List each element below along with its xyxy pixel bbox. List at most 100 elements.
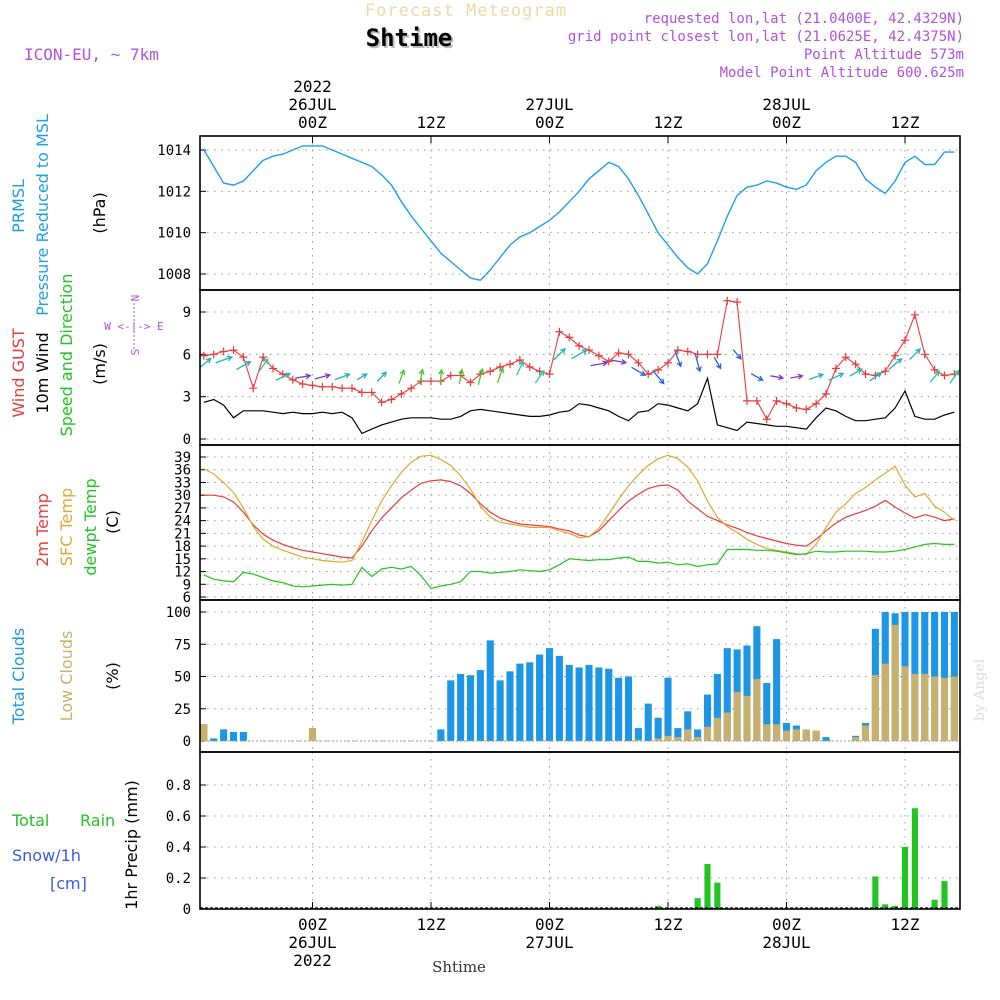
y-tick-label: 9 bbox=[183, 305, 191, 321]
total-cloud-bar bbox=[447, 680, 455, 741]
y-tick-label: 100 bbox=[166, 605, 191, 621]
gust-marker bbox=[752, 396, 761, 405]
total-cloud-bar bbox=[624, 676, 633, 741]
gust-marker bbox=[377, 398, 386, 407]
wind-arrow bbox=[571, 349, 588, 360]
low-cloud-bar bbox=[940, 677, 949, 741]
wind-arrow bbox=[949, 369, 960, 384]
wind-arrow bbox=[215, 355, 233, 364]
total-cloud-bar bbox=[644, 703, 652, 741]
gust-marker bbox=[200, 351, 208, 360]
wind-arrow bbox=[929, 370, 941, 383]
gust-marker bbox=[930, 365, 939, 374]
total-cloud-bar bbox=[822, 737, 830, 741]
low-cloud-bar bbox=[654, 738, 662, 741]
low-cloud-bar bbox=[684, 729, 692, 741]
gust-marker bbox=[565, 333, 574, 342]
gust-marker bbox=[881, 367, 890, 376]
precip-snow-label: Snow/1h bbox=[12, 846, 81, 865]
wind-arrow bbox=[750, 373, 764, 381]
gust-marker bbox=[940, 371, 949, 380]
total-cloud-bar bbox=[476, 670, 484, 741]
total-cloud-bar bbox=[773, 639, 781, 741]
low-cloud-bar bbox=[931, 676, 939, 741]
gust-marker bbox=[427, 377, 435, 386]
y-tick-label: 24 bbox=[174, 514, 191, 530]
total-cloud-bar bbox=[575, 667, 583, 741]
total-cloud-bar bbox=[654, 717, 662, 741]
wind-arrow bbox=[790, 373, 804, 380]
total-cloud-bar bbox=[703, 694, 712, 741]
total-cloud-bar bbox=[664, 677, 672, 741]
total-cloud-bar bbox=[565, 664, 573, 741]
y-tick-label: 0.4 bbox=[166, 840, 191, 856]
low-cloud-bar bbox=[901, 666, 909, 741]
time-label-bottom: 26JUL bbox=[288, 933, 336, 952]
wind-arrow bbox=[534, 369, 545, 384]
y-tick-label: 18 bbox=[174, 539, 191, 555]
location-title: Shtime bbox=[366, 24, 453, 52]
gust-marker bbox=[841, 353, 850, 362]
pressure-label-msl: Pressure Reduced to MSL bbox=[33, 114, 52, 316]
total-cloud-bar bbox=[615, 677, 623, 741]
pressure-label-prmsl: PRMSL bbox=[9, 179, 28, 233]
total-cloud-bar bbox=[437, 729, 445, 741]
gust-marker bbox=[812, 399, 821, 408]
y-tick-label: 0.8 bbox=[166, 778, 191, 794]
gust-marker bbox=[614, 348, 623, 357]
low-cloud-bar bbox=[723, 712, 731, 741]
low-clouds-label: Low Clouds bbox=[57, 631, 76, 722]
precip-rain-label: Rain bbox=[80, 811, 115, 830]
precip-bar bbox=[941, 881, 948, 909]
low-cloud-bar bbox=[792, 729, 800, 741]
precip-bar bbox=[872, 876, 879, 909]
low-cloud-bar bbox=[911, 673, 919, 741]
y-tick-label: 9 bbox=[183, 577, 191, 593]
y-tick-label: 0 bbox=[183, 902, 191, 918]
y-tick-label: 39 bbox=[174, 450, 191, 466]
total-clouds-label: Total Clouds bbox=[9, 628, 28, 726]
gust-marker bbox=[387, 395, 396, 404]
time-label-bottom: 27JUL bbox=[525, 933, 573, 952]
low-cloud-bar bbox=[703, 726, 712, 741]
gust-marker bbox=[367, 388, 376, 397]
total-cloud-bar bbox=[496, 680, 504, 741]
panel-frames bbox=[199, 135, 961, 910]
total-cloud-bar bbox=[674, 728, 682, 741]
pressure-line bbox=[203, 145, 955, 281]
low-cloud-bar bbox=[812, 730, 820, 741]
gust-marker bbox=[348, 384, 356, 393]
wind-arrow bbox=[236, 360, 252, 371]
gust-marker bbox=[920, 350, 929, 359]
total-cloud-bar bbox=[239, 731, 247, 741]
dewpt-line bbox=[203, 542, 955, 590]
gust-marker bbox=[357, 388, 366, 397]
gust-marker bbox=[486, 367, 495, 376]
grid-lines bbox=[200, 136, 960, 909]
y-tick-label: 0 bbox=[183, 734, 191, 750]
wind-unit-label: (m/s) bbox=[90, 343, 109, 385]
gust-marker bbox=[851, 360, 860, 369]
y-tick-label: 21 bbox=[174, 526, 191, 542]
time-label-top: 28JUL bbox=[762, 95, 810, 114]
gust-marker bbox=[604, 357, 613, 366]
total-cloud-bar bbox=[595, 667, 603, 741]
precip-bar bbox=[931, 899, 938, 909]
total-cloud-bar bbox=[210, 738, 218, 741]
y-tick-label: 1010 bbox=[157, 226, 191, 242]
point-altitude: Point Altitude 573m bbox=[804, 47, 964, 63]
low-cloud-bar bbox=[308, 728, 317, 741]
time-label-top: 00Z bbox=[298, 113, 327, 132]
wind-arrow bbox=[477, 367, 485, 385]
low-cloud-bar bbox=[861, 725, 870, 741]
precip-bar bbox=[694, 898, 701, 909]
wind-arrow bbox=[611, 359, 628, 365]
gust-marker bbox=[594, 351, 603, 360]
gust-marker bbox=[219, 347, 228, 356]
wind-arrow bbox=[294, 373, 312, 380]
wind-arrow bbox=[418, 368, 425, 385]
wind-arrow bbox=[314, 373, 332, 380]
wind-arrow bbox=[516, 360, 525, 376]
total-cloud-bar bbox=[694, 729, 702, 741]
wind-arrow bbox=[438, 368, 445, 385]
